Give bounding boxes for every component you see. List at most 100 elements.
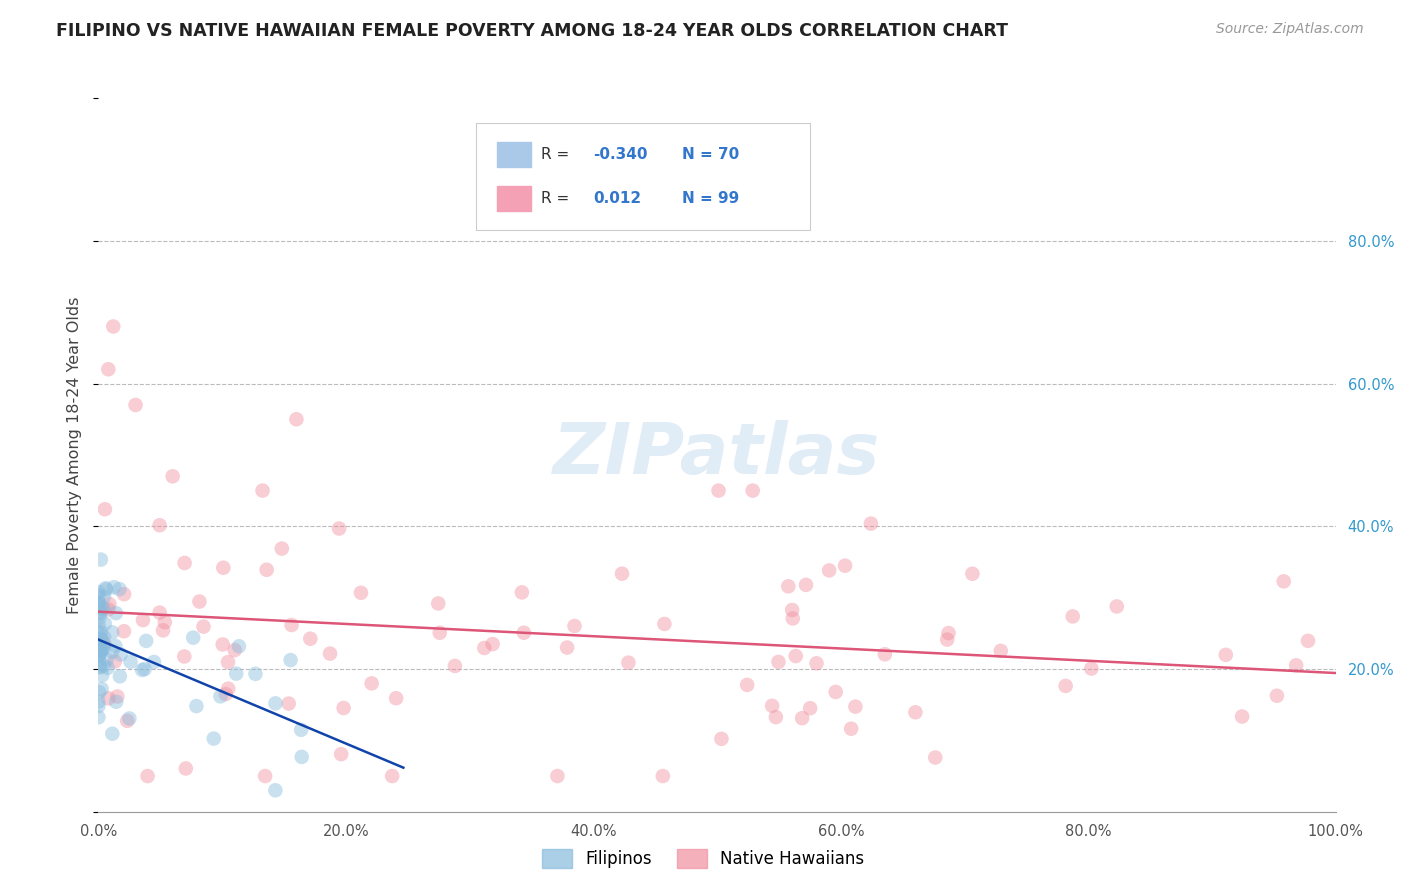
Point bbox=[778, 579, 800, 593]
Point bbox=[794, 578, 817, 592]
Point bbox=[97, 362, 120, 376]
Point bbox=[651, 769, 673, 783]
Point bbox=[87, 699, 110, 714]
Point bbox=[87, 710, 110, 724]
Point bbox=[1215, 648, 1237, 662]
Point bbox=[87, 653, 110, 667]
Legend: Filipinos, Native Hawaiians: Filipinos, Native Hawaiians bbox=[536, 842, 870, 875]
Point bbox=[427, 597, 450, 611]
Point bbox=[87, 599, 110, 613]
Point bbox=[90, 632, 112, 647]
Point bbox=[136, 769, 159, 783]
Text: 0.012: 0.012 bbox=[593, 191, 641, 206]
Point bbox=[217, 655, 239, 669]
Point bbox=[118, 711, 141, 725]
Point bbox=[1054, 679, 1077, 693]
Point bbox=[87, 595, 110, 609]
Point bbox=[360, 676, 382, 690]
Point bbox=[277, 697, 299, 711]
Point bbox=[264, 783, 287, 797]
Point bbox=[211, 637, 233, 651]
Point bbox=[115, 714, 138, 728]
Text: R =: R = bbox=[541, 147, 575, 162]
Point bbox=[132, 613, 155, 627]
Point bbox=[101, 645, 124, 659]
Text: R =: R = bbox=[541, 191, 575, 206]
Point bbox=[108, 582, 131, 596]
Point bbox=[834, 558, 856, 573]
Point bbox=[741, 483, 763, 498]
Point bbox=[350, 586, 373, 600]
Point bbox=[87, 596, 110, 610]
Point bbox=[990, 644, 1012, 658]
Point bbox=[799, 701, 821, 715]
Point bbox=[765, 710, 787, 724]
Point bbox=[89, 610, 111, 624]
Point bbox=[87, 585, 110, 599]
Point bbox=[1265, 689, 1288, 703]
Point bbox=[330, 747, 353, 761]
Point bbox=[90, 606, 112, 620]
Point bbox=[212, 560, 235, 574]
Point bbox=[806, 657, 828, 671]
Point bbox=[103, 319, 125, 334]
Text: N = 70: N = 70 bbox=[682, 147, 740, 162]
Point bbox=[103, 580, 125, 594]
Point bbox=[149, 518, 172, 533]
Point bbox=[97, 602, 120, 616]
Point bbox=[97, 691, 120, 706]
Point bbox=[105, 695, 128, 709]
Point bbox=[90, 625, 112, 640]
Point bbox=[780, 603, 803, 617]
Point bbox=[472, 640, 495, 655]
Point bbox=[87, 694, 110, 708]
Point bbox=[1296, 633, 1319, 648]
Point bbox=[735, 678, 758, 692]
Point bbox=[792, 711, 814, 725]
Point bbox=[510, 585, 533, 599]
Point bbox=[90, 644, 112, 658]
Point bbox=[215, 687, 238, 701]
Point bbox=[87, 648, 110, 663]
Point bbox=[94, 581, 117, 595]
Point bbox=[381, 769, 404, 783]
Point bbox=[654, 616, 676, 631]
Point bbox=[1285, 658, 1308, 673]
Point bbox=[280, 618, 302, 632]
Point bbox=[89, 648, 111, 662]
Point bbox=[1062, 609, 1084, 624]
FancyBboxPatch shape bbox=[475, 123, 810, 230]
Point bbox=[98, 597, 121, 611]
Text: N = 99: N = 99 bbox=[682, 191, 740, 206]
Point bbox=[89, 647, 111, 661]
Point bbox=[105, 690, 128, 704]
Point bbox=[112, 587, 135, 601]
Point bbox=[564, 619, 586, 633]
Point bbox=[173, 556, 195, 570]
Point bbox=[385, 691, 408, 706]
Point bbox=[101, 625, 124, 640]
Point bbox=[1230, 709, 1253, 723]
Point bbox=[173, 649, 195, 664]
Point bbox=[228, 640, 250, 654]
Point bbox=[617, 656, 640, 670]
Point bbox=[104, 606, 127, 620]
Point bbox=[245, 666, 267, 681]
Point bbox=[610, 566, 633, 581]
Point bbox=[97, 661, 120, 675]
Point bbox=[94, 582, 117, 597]
Point bbox=[209, 690, 232, 704]
Point bbox=[429, 625, 451, 640]
Point bbox=[332, 701, 354, 715]
Point bbox=[707, 483, 730, 498]
Point bbox=[328, 522, 350, 536]
Point bbox=[924, 750, 946, 764]
Point bbox=[93, 637, 115, 651]
Text: ZIPatlas: ZIPatlas bbox=[554, 420, 880, 490]
Point bbox=[1080, 661, 1102, 675]
Bar bbox=[496, 142, 531, 168]
Point bbox=[188, 594, 211, 608]
Point bbox=[186, 699, 208, 714]
Point bbox=[299, 632, 322, 646]
Point bbox=[270, 541, 292, 556]
